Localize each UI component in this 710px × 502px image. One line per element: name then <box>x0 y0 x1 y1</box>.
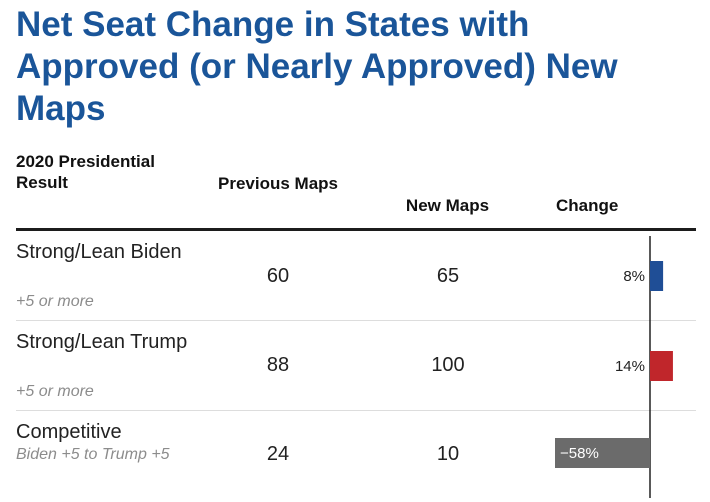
row-biden-label: Strong/Lean Biden <box>16 241 182 263</box>
row-competitive-previous: 24 <box>266 443 290 465</box>
row-trump-sub: +5 or more <box>16 383 94 400</box>
row-competitive-new: 10 <box>436 443 460 465</box>
header-new-maps: New Maps <box>405 196 490 215</box>
change-bar <box>650 351 673 381</box>
change-bar <box>650 261 664 291</box>
change-value-label: 8% <box>623 268 645 285</box>
header-change: Change <box>556 196 619 215</box>
row-competitive-label: Competitive <box>16 421 122 443</box>
change-bar <box>555 438 650 468</box>
row-biden-sub: +5 or more <box>16 293 94 310</box>
header-previous-maps: Previous Maps <box>218 174 338 193</box>
chart-title: Net Seat Change in States with Approved … <box>16 5 618 128</box>
row-separator <box>16 320 696 321</box>
row-trump-previous: 88 <box>266 354 290 376</box>
row-competitive-sub: Biden +5 to Trump +5 <box>16 446 170 463</box>
row-trump-label: Strong/Lean Trump <box>16 331 188 353</box>
change-value-label: 14% <box>615 358 645 375</box>
row-separator <box>16 410 696 411</box>
row-biden-previous: 60 <box>266 265 290 287</box>
change-value-label: −58% <box>560 445 599 462</box>
header-result: 2020 Presidential Result <box>16 152 155 192</box>
row-trump-new: 100 <box>431 354 465 376</box>
row-biden-new: 65 <box>436 265 460 287</box>
header-rule <box>16 228 696 231</box>
change-bar-chart: 8% 14% −58% <box>555 236 673 498</box>
